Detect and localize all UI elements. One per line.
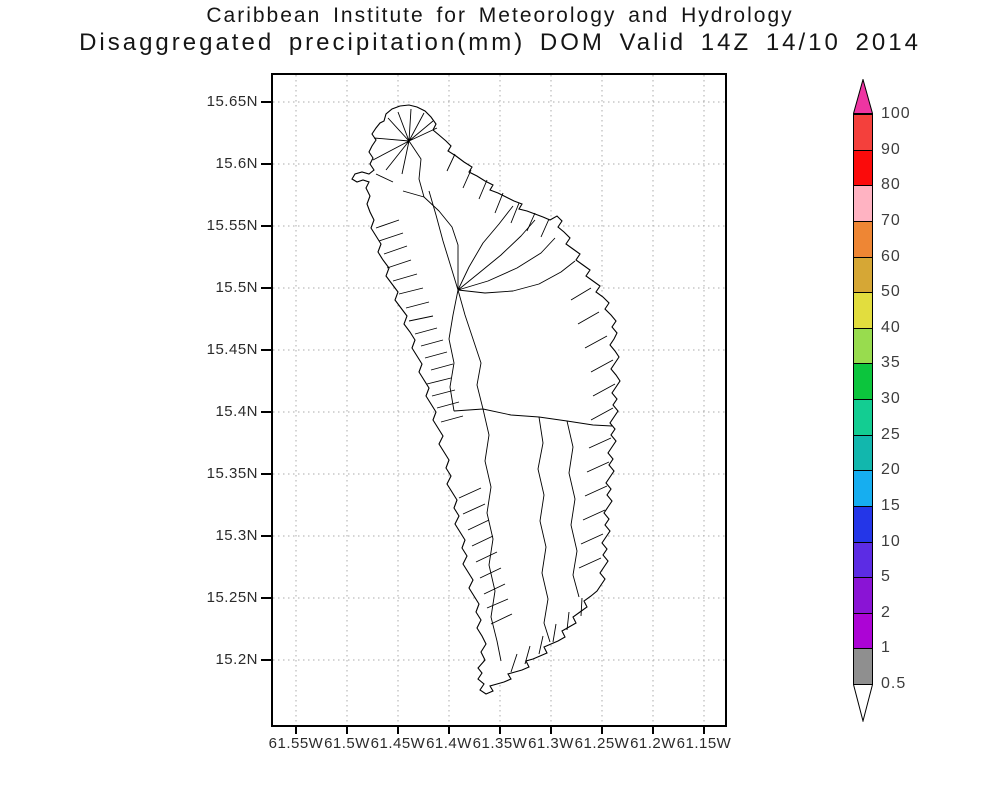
colorbar-segment — [853, 185, 873, 222]
longitude-label: 61.15W — [676, 735, 732, 752]
watershed-head-fan — [372, 108, 438, 175]
latitude-label: 15.5N — [215, 279, 258, 296]
watershed-boundaries — [372, 108, 616, 673]
map-canvas — [273, 75, 725, 725]
map-plot-area — [271, 73, 727, 727]
latitude-tick — [261, 225, 271, 227]
longitude-label: 61.4W — [426, 735, 472, 752]
colorbar-level-label: 20 — [881, 461, 901, 479]
colorbar-level-label: 5 — [881, 568, 891, 586]
colorbar-segment — [853, 292, 873, 329]
watershed-east-ribs — [570, 287, 616, 569]
colorbar-level-label: 15 — [881, 496, 901, 514]
colorbar-level-label: 100 — [881, 105, 911, 122]
colorbar-level-label: 80 — [881, 176, 901, 194]
colorbar-level-label: 60 — [881, 247, 901, 265]
colorbar-level-label: 40 — [881, 318, 901, 336]
longitude-tick — [346, 727, 348, 734]
watershed-northeast-divides — [428, 190, 576, 294]
latitude-label: 15.35N — [206, 465, 258, 482]
colorbar-segment — [853, 220, 873, 258]
colorbar-segment — [853, 648, 873, 685]
latitude-tick — [261, 473, 271, 475]
colorbar-segment — [853, 363, 873, 400]
colorbar-level-label: 30 — [881, 390, 901, 407]
longitude-tick — [499, 727, 501, 734]
longitude-tick — [448, 727, 450, 734]
longitude-label: 61.2W — [630, 735, 676, 752]
longitude-label: 61.5W — [324, 735, 370, 752]
longitude-tick — [550, 727, 552, 734]
longitude-label: 61.35W — [472, 735, 528, 752]
colorbar-segment — [853, 114, 873, 151]
latitude-tick — [261, 287, 271, 289]
colorbar-segment — [853, 470, 873, 507]
watershed-central-divides — [448, 289, 613, 662]
colorbar-level-label: 35 — [881, 354, 901, 372]
colorbar-arrow-top-shape — [853, 79, 873, 114]
latitude-tick — [261, 597, 271, 599]
latitude-tick — [261, 535, 271, 537]
watershed-west-ribs — [375, 219, 464, 423]
longitude-tick — [601, 727, 603, 734]
watershed-southwest-ribs — [458, 487, 513, 625]
latitude-label: 15.6N — [215, 155, 258, 172]
colorbar-level-label: 50 — [881, 283, 901, 301]
latitude-tick — [261, 163, 271, 165]
watershed-neck-divide — [375, 140, 459, 290]
latitude-tick — [261, 411, 271, 413]
plot-title: Caribbean Institute for Meteorology and … — [0, 4, 1000, 57]
colorbar-level-label: 70 — [881, 211, 901, 229]
latitude-label: 15.55N — [206, 217, 258, 234]
colorbar-segment — [853, 541, 873, 579]
watershed-north-ribs — [446, 153, 550, 238]
colorbar-level-label: 90 — [881, 140, 901, 158]
colorbar-level-label: 10 — [881, 532, 901, 550]
latitude-label: 15.3N — [215, 527, 258, 544]
colorbar-level-label: 2 — [881, 603, 891, 621]
latitude-tick — [261, 101, 271, 103]
dominica-island-outline — [351, 104, 621, 695]
latitude-tick — [261, 659, 271, 661]
latitude-label: 15.45N — [206, 341, 258, 358]
colorbar-segment — [853, 256, 873, 294]
watershed-south-ribs — [510, 597, 583, 673]
title-institute: Caribbean Institute for Meteorology and … — [206, 4, 794, 27]
colorbar-arrow-bottom-shape — [853, 684, 873, 722]
colorbar-level-label: 25 — [881, 425, 901, 443]
colorbar-segment — [853, 149, 873, 187]
latitude-label: 15.4N — [215, 403, 258, 420]
longitude-label: 61.25W — [574, 735, 630, 752]
longitude-tick — [397, 727, 399, 734]
longitude-tick — [703, 727, 705, 734]
latitude-label: 15.65N — [206, 93, 258, 110]
latitude-label: 15.25N — [206, 589, 258, 606]
longitude-label: 61.55W — [268, 735, 324, 752]
colorbar-segment — [853, 399, 873, 436]
colorbar-segment — [853, 577, 873, 614]
longitude-label: 61.3W — [528, 735, 574, 752]
longitude-tick — [295, 727, 297, 734]
colorbar-arrow-top — [853, 79, 873, 114]
colorbar-level-label: 0.5 — [881, 675, 907, 692]
longitude-tick — [652, 727, 654, 734]
title-product: Disaggregated precipitation(mm) DOM Vali… — [79, 29, 921, 56]
colorbar-arrow-bottom — [853, 684, 873, 722]
colorbar-segment — [853, 505, 873, 543]
colorbar-segment — [853, 434, 873, 472]
colorbar-level-label: 1 — [881, 639, 891, 657]
colorbar-segment — [853, 327, 873, 365]
latitude-tick — [261, 349, 271, 351]
colorbar-segment — [853, 612, 873, 650]
latitude-label: 15.2N — [215, 651, 258, 668]
longitude-label: 61.45W — [370, 735, 426, 752]
